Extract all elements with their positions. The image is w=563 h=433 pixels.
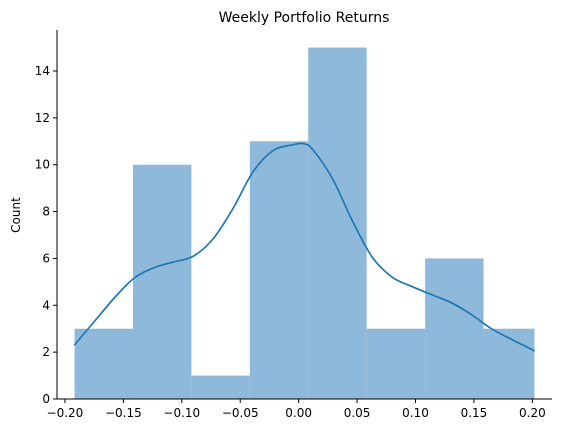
histogram-bar-4 <box>308 47 367 399</box>
y-tick-label: 0 <box>42 392 50 406</box>
y-tick-label: 4 <box>42 298 50 312</box>
kde-line <box>73 142 536 352</box>
bars-layer <box>74 47 535 400</box>
histogram-bar-3 <box>249 141 309 400</box>
x-ticks: −0.20 −0.15 −0.10 −0.05 0.00 0.05 0.10 0.15 0.20 <box>47 399 546 420</box>
y-tick-label: 2 <box>42 345 50 359</box>
histogram-bar-2 <box>191 375 250 399</box>
histogram-bar-7 <box>483 328 535 399</box>
histogram-bar-6 <box>425 258 484 399</box>
y-tick-label: 8 <box>42 205 50 219</box>
y-tick-label: 6 <box>42 251 50 265</box>
y-tick-label: 14 <box>35 64 50 78</box>
histogram-bar-1 <box>132 164 192 399</box>
x-tick-label: 0.10 <box>402 406 429 420</box>
y-ticks: 0 2 4 6 8 10 12 14 <box>35 64 57 406</box>
x-tick-label: 0.15 <box>461 406 488 420</box>
x-tick-label: 0.00 <box>285 406 312 420</box>
y-axis-label: Count <box>9 197 23 233</box>
x-tick-label: 0.20 <box>519 406 546 420</box>
chart-title: Weekly Portfolio Returns <box>219 10 390 26</box>
x-tick-label: 0.05 <box>344 406 371 420</box>
histogram-bar-5 <box>366 328 426 399</box>
x-tick-label: −0.05 <box>222 406 259 420</box>
histogram-bar-0 <box>74 328 133 399</box>
x-tick-label: −0.10 <box>163 406 200 420</box>
x-tick-label: −0.20 <box>47 406 84 420</box>
y-tick-label: 10 <box>35 158 50 172</box>
x-tick-label: −0.15 <box>105 406 142 420</box>
y-tick-label: 12 <box>35 111 50 125</box>
